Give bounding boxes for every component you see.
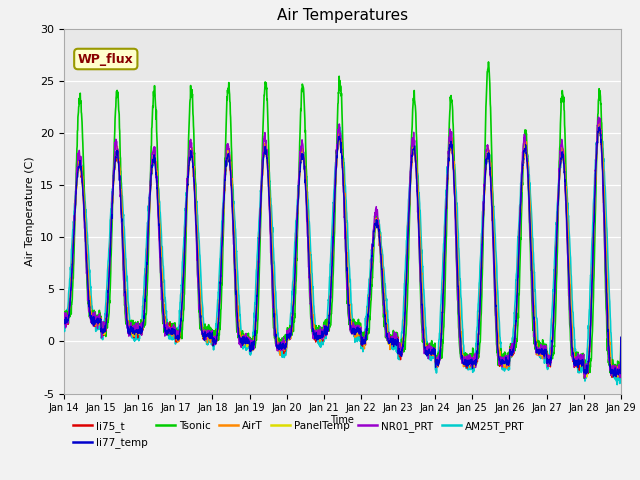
Title: Air Temperatures: Air Temperatures (277, 9, 408, 24)
Legend: li75_t, li77_temp, Tsonic, AirT, PanelTemp, NR01_PRT, AM25T_PRT: li75_t, li77_temp, Tsonic, AirT, PanelTe… (69, 417, 529, 452)
X-axis label: Time: Time (330, 415, 355, 425)
Text: WP_flux: WP_flux (78, 52, 134, 65)
Y-axis label: Air Temperature (C): Air Temperature (C) (24, 156, 35, 266)
